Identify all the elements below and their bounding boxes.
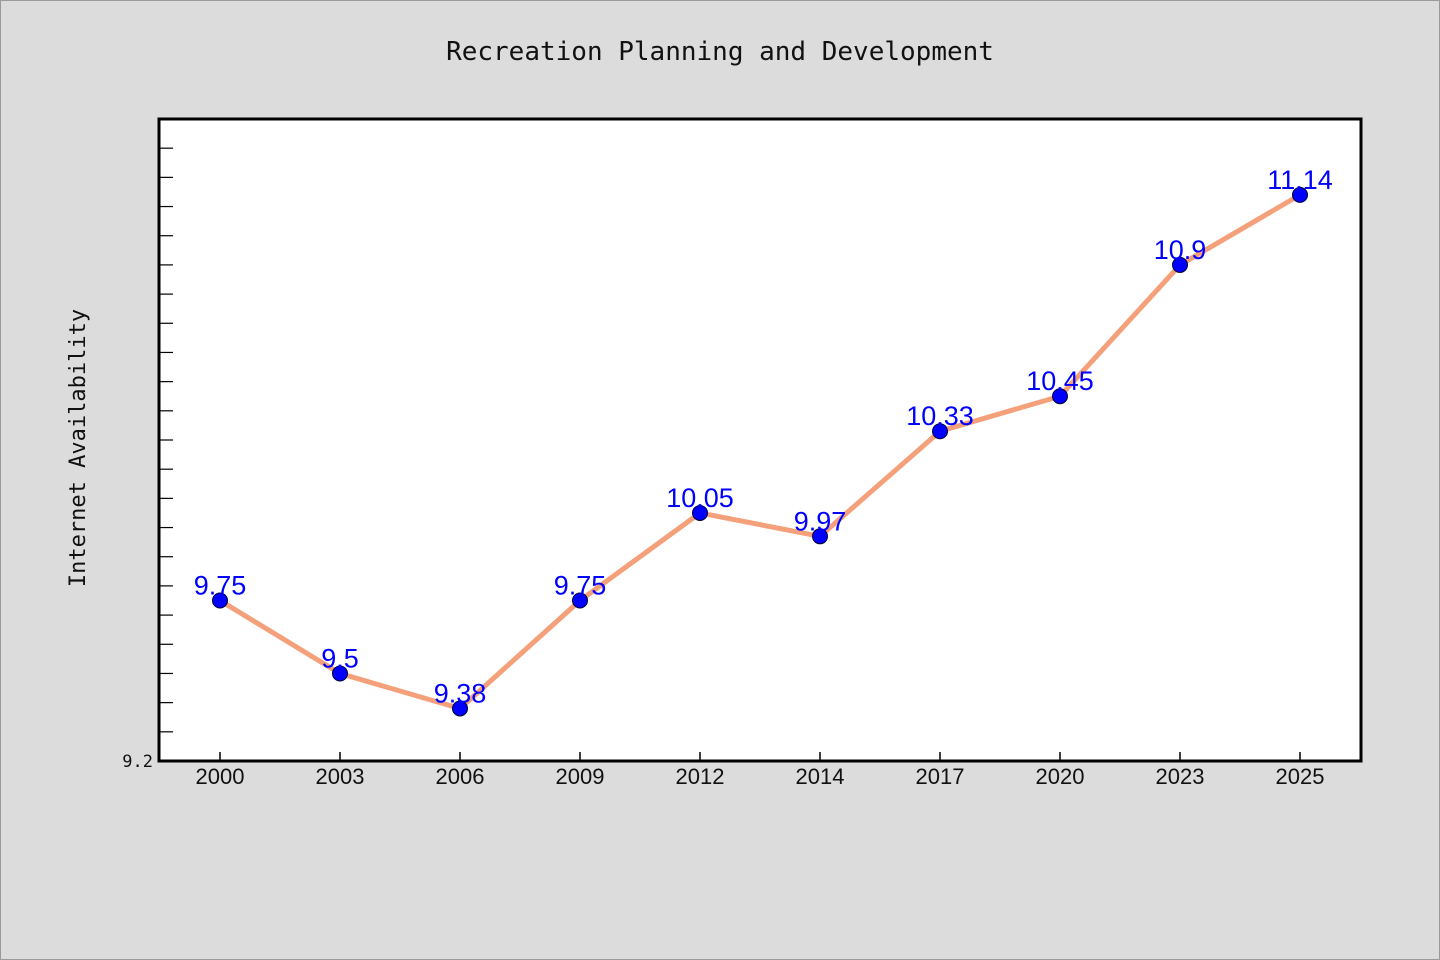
y-tick-label: 9.2 xyxy=(122,752,153,772)
data-label: 10.33 xyxy=(906,401,974,431)
data-point xyxy=(1292,186,1308,203)
x-tick-label: 2020 xyxy=(1036,764,1085,789)
data-point xyxy=(1172,256,1188,273)
x-tick-label: 2023 xyxy=(1156,764,1205,789)
data-point-markers xyxy=(212,186,1308,717)
data-point xyxy=(212,592,228,609)
data-label: 9.75 xyxy=(194,571,247,601)
data-label: 9.38 xyxy=(434,678,487,708)
y-axis-label: Internet Availability xyxy=(66,309,91,587)
data-label: 11.14 xyxy=(1267,165,1333,195)
x-tick-label: 2009 xyxy=(556,764,605,789)
data-label: 10.45 xyxy=(1026,366,1094,396)
x-tick-label: 2000 xyxy=(196,764,245,789)
data-point xyxy=(572,592,588,609)
data-point xyxy=(692,504,708,521)
data-label: 9.5 xyxy=(321,643,359,673)
chart-title: Recreation Planning and Development xyxy=(446,37,994,67)
data-label: 9.97 xyxy=(794,506,847,536)
x-tick-label: 2014 xyxy=(796,764,845,789)
data-point xyxy=(1052,388,1068,405)
data-point xyxy=(452,700,468,717)
y-axis-ticks: 9.2 xyxy=(122,147,173,772)
x-axis-ticks: 2000 2003 2006 2009 2012 2014 2017 2020 2023 2025 xyxy=(196,752,1325,789)
data-label: 9.75 xyxy=(554,571,607,601)
data-point xyxy=(812,528,828,545)
data-label: 10.05 xyxy=(666,483,734,513)
data-labels: 9.75 9.5 9.38 9.75 10.05 9.97 10.33 10.45 10.9 11… xyxy=(194,165,1333,709)
data-point xyxy=(932,423,948,440)
x-tick-label: 2012 xyxy=(676,764,725,789)
x-tick-label: 2017 xyxy=(916,764,965,789)
series-line xyxy=(217,192,1303,711)
x-tick-label: 2025 xyxy=(1276,764,1325,789)
series-line-group xyxy=(217,192,1303,711)
x-tick-label: 2003 xyxy=(316,764,365,789)
plot-area xyxy=(157,117,1363,763)
data-label: 10.9 xyxy=(1154,235,1207,265)
x-tick-label: 2006 xyxy=(436,764,485,789)
data-point xyxy=(332,665,348,682)
